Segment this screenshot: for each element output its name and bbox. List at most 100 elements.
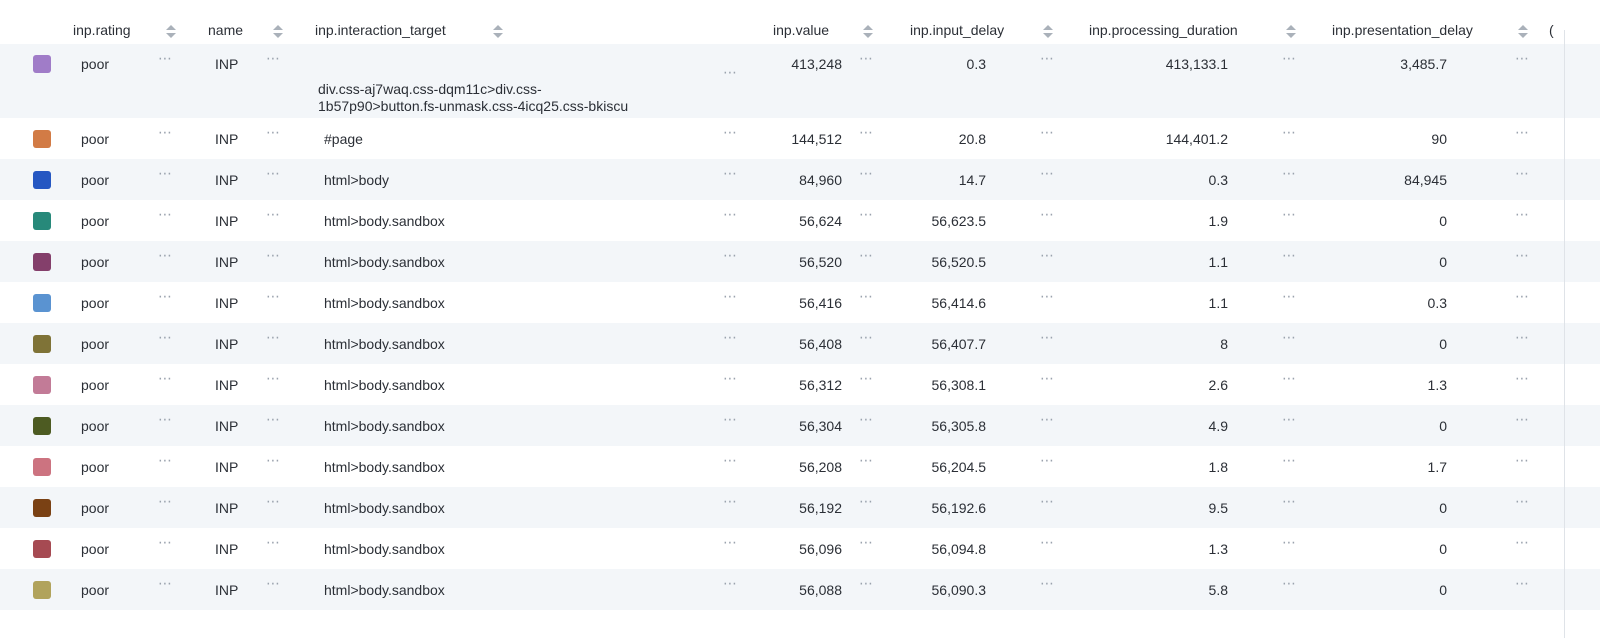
- more-options-icon[interactable]: ⋯: [266, 370, 281, 386]
- more-options-icon[interactable]: ⋯: [158, 534, 173, 550]
- more-options-icon[interactable]: ⋯: [1040, 370, 1055, 386]
- more-options-icon[interactable]: ⋯: [859, 247, 874, 263]
- table-row[interactable]: poor INP html>body.sandbox 56,520 56,520.5 1.…: [0, 241, 1600, 282]
- more-options-icon[interactable]: ⋯: [266, 329, 281, 345]
- more-options-icon[interactable]: ⋯: [1515, 165, 1530, 181]
- more-options-icon[interactable]: ⋯: [859, 534, 874, 550]
- more-options-icon[interactable]: ⋯: [1515, 50, 1530, 66]
- more-options-icon[interactable]: ⋯: [158, 165, 173, 181]
- column-header-input-delay[interactable]: inp.input_delay: [910, 22, 1005, 38]
- more-options-icon[interactable]: ⋯: [723, 288, 738, 304]
- table-row[interactable]: poor INP html>body.sandbox 56,304 56,305.8 4.…: [0, 405, 1600, 446]
- more-options-icon[interactable]: ⋯: [859, 452, 874, 468]
- sort-icon[interactable]: [1286, 25, 1296, 41]
- more-options-icon[interactable]: ⋯: [1282, 124, 1297, 140]
- more-options-icon[interactable]: ⋯: [723, 64, 738, 80]
- more-options-icon[interactable]: ⋯: [158, 206, 173, 222]
- column-header-processing-duration[interactable]: inp.processing_duration: [1089, 22, 1238, 38]
- more-options-icon[interactable]: ⋯: [266, 452, 281, 468]
- more-options-icon[interactable]: ⋯: [723, 370, 738, 386]
- more-options-icon[interactable]: ⋯: [859, 288, 874, 304]
- more-options-icon[interactable]: ⋯: [158, 452, 173, 468]
- more-options-icon[interactable]: ⋯: [1040, 534, 1055, 550]
- column-header-name[interactable]: name: [208, 22, 244, 38]
- more-options-icon[interactable]: ⋯: [1040, 288, 1055, 304]
- table-row[interactable]: poor INP html>body.sandbox 56,312 56,308.1 2.…: [0, 364, 1600, 405]
- more-options-icon[interactable]: ⋯: [1515, 411, 1530, 427]
- column-header-rating[interactable]: inp.rating: [73, 22, 131, 38]
- more-options-icon[interactable]: ⋯: [723, 452, 738, 468]
- more-options-icon[interactable]: ⋯: [158, 329, 173, 345]
- more-options-icon[interactable]: ⋯: [158, 575, 173, 591]
- table-row[interactable]: poor INP div.css-aj7waq.css-dqm11c>div.css…: [0, 44, 1600, 118]
- sort-icon[interactable]: [1043, 25, 1053, 41]
- more-options-icon[interactable]: ⋯: [723, 124, 738, 140]
- more-options-icon[interactable]: ⋯: [723, 534, 738, 550]
- more-options-icon[interactable]: ⋯: [266, 411, 281, 427]
- more-options-icon[interactable]: ⋯: [266, 493, 281, 509]
- column-header-interaction-target[interactable]: inp.interaction_target: [315, 22, 446, 38]
- more-options-icon[interactable]: ⋯: [1282, 370, 1297, 386]
- more-options-icon[interactable]: ⋯: [266, 288, 281, 304]
- more-options-icon[interactable]: ⋯: [266, 50, 281, 66]
- more-options-icon[interactable]: ⋯: [266, 124, 281, 140]
- more-options-icon[interactable]: ⋯: [859, 370, 874, 386]
- more-options-icon[interactable]: ⋯: [1040, 329, 1055, 345]
- more-options-icon[interactable]: ⋯: [859, 493, 874, 509]
- more-options-icon[interactable]: ⋯: [859, 329, 874, 345]
- more-options-icon[interactable]: ⋯: [1040, 165, 1055, 181]
- more-options-icon[interactable]: ⋯: [723, 411, 738, 427]
- more-options-icon[interactable]: ⋯: [1040, 452, 1055, 468]
- table-row[interactable]: poor INP html>body.sandbox 56,088 56,090.3 5.…: [0, 569, 1600, 610]
- column-header-presentation-delay[interactable]: inp.presentation_delay: [1332, 22, 1473, 38]
- sort-icon[interactable]: [493, 25, 503, 41]
- more-options-icon[interactable]: ⋯: [859, 165, 874, 181]
- table-row[interactable]: poor INP html>body.sandbox 56,192 56,192.6 9.…: [0, 487, 1600, 528]
- table-row[interactable]: poor INP html>body.sandbox 56,408 56,407.7 8 0…: [0, 323, 1600, 364]
- more-options-icon[interactable]: ⋯: [1282, 247, 1297, 263]
- more-options-icon[interactable]: ⋯: [723, 493, 738, 509]
- more-options-icon[interactable]: ⋯: [1282, 493, 1297, 509]
- more-options-icon[interactable]: ⋯: [1515, 370, 1530, 386]
- more-options-icon[interactable]: ⋯: [158, 50, 173, 66]
- table-row[interactable]: poor INP html>body.sandbox 56,416 56,414.6 1.…: [0, 282, 1600, 323]
- more-options-icon[interactable]: ⋯: [1515, 575, 1530, 591]
- table-row[interactable]: poor INP #page 144,512 20.8 144,401.2 90 ⋯ ⋯ ⋯ ⋯ ⋯ ⋯…: [0, 118, 1600, 159]
- more-options-icon[interactable]: ⋯: [859, 124, 874, 140]
- more-options-icon[interactable]: ⋯: [1040, 575, 1055, 591]
- more-options-icon[interactable]: ⋯: [1515, 206, 1530, 222]
- table-row[interactable]: poor INP html>body.sandbox 56,096 56,094.8 1.…: [0, 528, 1600, 569]
- more-options-icon[interactable]: ⋯: [1282, 575, 1297, 591]
- sort-icon[interactable]: [166, 25, 176, 41]
- more-options-icon[interactable]: ⋯: [1040, 124, 1055, 140]
- more-options-icon[interactable]: ⋯: [859, 50, 874, 66]
- more-options-icon[interactable]: ⋯: [1282, 206, 1297, 222]
- more-options-icon[interactable]: ⋯: [158, 370, 173, 386]
- more-options-icon[interactable]: ⋯: [1515, 534, 1530, 550]
- more-options-icon[interactable]: ⋯: [1515, 288, 1530, 304]
- more-options-icon[interactable]: ⋯: [1040, 411, 1055, 427]
- more-options-icon[interactable]: ⋯: [266, 165, 281, 181]
- more-options-icon[interactable]: ⋯: [1282, 50, 1297, 66]
- more-options-icon[interactable]: ⋯: [1040, 493, 1055, 509]
- more-options-icon[interactable]: ⋯: [723, 329, 738, 345]
- more-options-icon[interactable]: ⋯: [1282, 534, 1297, 550]
- more-options-icon[interactable]: ⋯: [723, 165, 738, 181]
- more-options-icon[interactable]: ⋯: [1515, 124, 1530, 140]
- more-options-icon[interactable]: ⋯: [859, 411, 874, 427]
- more-options-icon[interactable]: ⋯: [1040, 247, 1055, 263]
- more-options-icon[interactable]: ⋯: [1515, 452, 1530, 468]
- more-options-icon[interactable]: ⋯: [1282, 411, 1297, 427]
- more-options-icon[interactable]: ⋯: [1515, 247, 1530, 263]
- more-options-icon[interactable]: ⋯: [859, 206, 874, 222]
- table-row[interactable]: poor INP html>body.sandbox 56,208 56,204.5 1.…: [0, 446, 1600, 487]
- more-options-icon[interactable]: ⋯: [1282, 165, 1297, 181]
- sort-icon[interactable]: [273, 25, 283, 41]
- more-options-icon[interactable]: ⋯: [1040, 206, 1055, 222]
- more-options-icon[interactable]: ⋯: [1282, 329, 1297, 345]
- sort-icon[interactable]: [863, 25, 873, 41]
- column-header-value[interactable]: inp.value: [773, 22, 830, 38]
- more-options-icon[interactable]: ⋯: [1282, 452, 1297, 468]
- table-row[interactable]: poor INP html>body 84,960 14.7 0.3 84,945 ⋯ ⋯ ⋯ ⋯ ⋯…: [0, 159, 1600, 200]
- more-options-icon[interactable]: ⋯: [158, 247, 173, 263]
